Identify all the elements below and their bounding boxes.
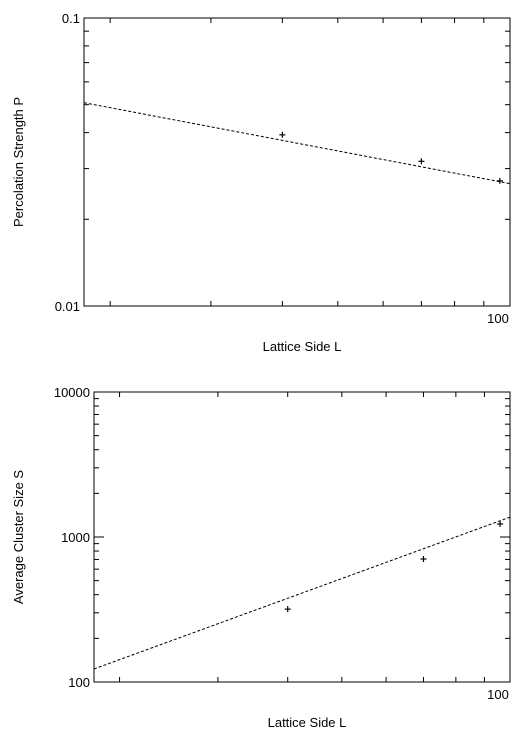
data-point bbox=[497, 520, 504, 527]
y-tick-label: 100 bbox=[68, 675, 90, 690]
y-tick-label: 0.1 bbox=[62, 11, 80, 26]
x-axis-label: Lattice Side L bbox=[263, 339, 342, 354]
plot-frame bbox=[83, 17, 511, 307]
data-point bbox=[418, 158, 425, 165]
x-axis-label: Lattice Side L bbox=[268, 715, 347, 730]
fit-line bbox=[93, 516, 511, 670]
data-point bbox=[284, 606, 291, 613]
y-tick-label: 0.01 bbox=[55, 299, 80, 314]
fit-line bbox=[83, 102, 511, 185]
x-tick-label: 100 bbox=[487, 311, 509, 326]
chart-average-cluster-size: 100 100 1000 10000 Lattice Side L Average Clu… bbox=[11, 385, 511, 730]
chart-percolation-strength: 100 0.01 0.1 Lattice Side L Percolation Stre… bbox=[11, 11, 511, 354]
y-axis-label: Percolation Strength P bbox=[11, 97, 26, 227]
y-axis-label: Average Cluster Size S bbox=[11, 470, 26, 604]
data-point bbox=[420, 556, 427, 563]
plot-frame bbox=[93, 391, 511, 683]
x-tick-label: 100 bbox=[487, 687, 509, 702]
y-tick-label: 1000 bbox=[61, 530, 90, 545]
y-tick-label: 10000 bbox=[54, 385, 90, 400]
data-point bbox=[496, 177, 503, 184]
data-point bbox=[279, 131, 286, 138]
